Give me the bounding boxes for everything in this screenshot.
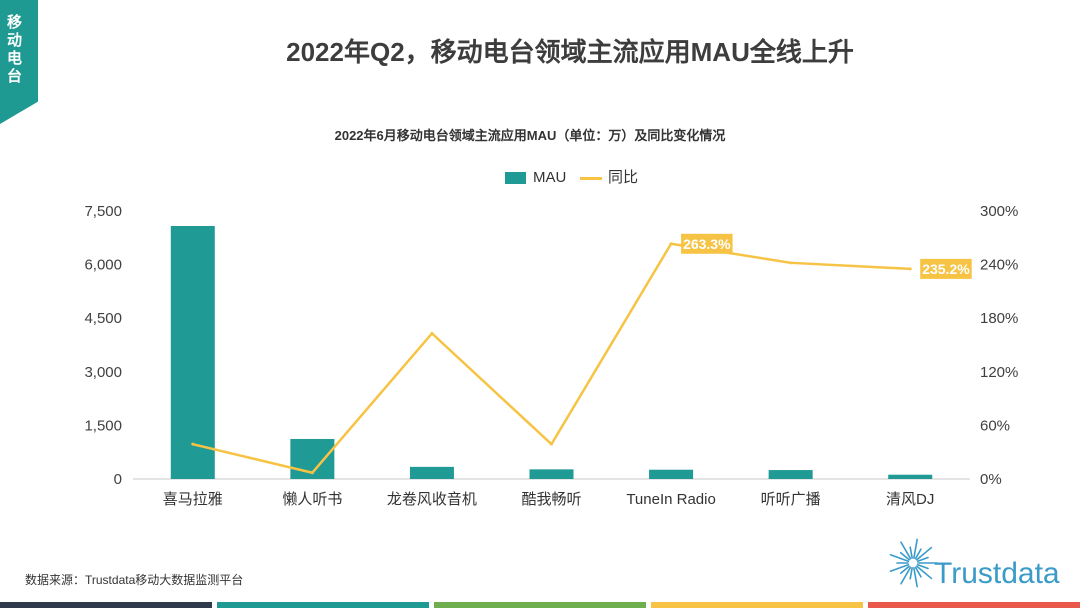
logo-ray	[916, 563, 929, 570]
y-right-tick-label: 0%	[980, 471, 1002, 488]
logo-ray	[899, 551, 910, 561]
legend-label-yoy: 同比	[608, 169, 639, 186]
logo-ray	[913, 567, 918, 588]
y-left-tick-label: 6,000	[84, 257, 122, 274]
line-yoy-point	[669, 242, 673, 246]
strip-segment	[0, 602, 212, 608]
y-left-tick-label: 0	[114, 471, 122, 488]
logo-ray	[916, 556, 929, 563]
y-right-tick-label: 180%	[980, 310, 1018, 327]
starburst-icon	[889, 538, 938, 588]
data-label-yoy: 235.2%	[922, 261, 970, 277]
logo-ray	[914, 566, 922, 578]
x-category-label: 清风DJ	[886, 491, 934, 508]
y-left-tick-label: 7,500	[84, 203, 122, 220]
x-category-label: 喜马拉雅	[163, 491, 223, 508]
x-category-label: 龙卷风收音机	[387, 491, 477, 508]
logo-wordmark: Trustdata	[934, 557, 1060, 590]
y-right-tick-label: 240%	[980, 257, 1018, 274]
legend-label-mau: MAU	[533, 169, 567, 186]
logo-ray	[900, 541, 912, 560]
data-label-box	[681, 233, 733, 254]
chart-title: 2022年6月移动电台领域主流应用MAU（单位：万）及同比变化情况	[334, 128, 726, 143]
line-yoy-point	[430, 331, 434, 335]
logo-ray	[916, 546, 933, 561]
line-yoy-point	[550, 442, 553, 446]
y-left-tick-label: 3,000	[84, 364, 122, 381]
y-left-tick-label: 1,500	[84, 417, 122, 434]
bar-mau	[409, 466, 454, 479]
bar-mau	[649, 469, 694, 479]
line-yoy-point	[310, 471, 314, 475]
x-category-label: 酷我畅听	[521, 491, 581, 508]
line-yoy	[192, 242, 911, 474]
logo-ray	[914, 548, 922, 560]
y-right-tick-label: 300%	[980, 203, 1018, 220]
logo-ray	[909, 567, 913, 580]
logo-ray	[916, 565, 933, 580]
logo-ray	[899, 565, 910, 575]
legend-swatch-mau	[505, 172, 526, 184]
x-category-label: 听听广播	[761, 491, 821, 508]
section-tag: 移动电台	[0, 0, 38, 124]
line-yoy-point	[789, 261, 793, 265]
strip-segment	[434, 602, 646, 608]
x-category-label: TuneIn Radio	[626, 491, 716, 508]
legend-swatch-yoy	[580, 177, 602, 180]
strip-segment	[868, 602, 1080, 608]
data-source-note: 数据来源：Trustdata移动大数据监测平台	[25, 573, 244, 587]
bar-mau	[170, 226, 215, 479]
bar-mau	[529, 469, 574, 479]
data-label-yoy: 263.3%	[683, 236, 731, 252]
logo-ray	[889, 563, 910, 573]
logo-ray	[909, 546, 913, 559]
y-right-tick-label: 60%	[980, 417, 1010, 434]
section-tag-label: 移动电台	[5, 14, 22, 86]
bar-mau	[768, 470, 813, 479]
bottom-color-strip	[0, 602, 1080, 608]
combo-chart: 0 1,500 3,000 4,500 6,000 7,500 0% 60% 120% 180% 2…	[84, 203, 1018, 508]
strip-segment	[217, 602, 429, 608]
logo-ray	[889, 553, 910, 563]
line-yoy-point	[908, 267, 912, 271]
data-label-box	[920, 258, 972, 279]
logo-ray	[913, 538, 918, 559]
logo-ray	[900, 566, 912, 585]
trustdata-logo: Trustdata	[888, 533, 1072, 595]
strip-segment	[651, 602, 863, 608]
y-right-tick-label: 120%	[980, 364, 1018, 381]
x-category-label: 懒人听书	[282, 491, 342, 508]
page-title: 2022年Q2，移动电台领域主流应用MAU全线上升	[286, 37, 854, 67]
line-yoy-point	[191, 442, 195, 446]
y-left-tick-label: 4,500	[84, 310, 122, 327]
bar-mau	[888, 474, 933, 479]
